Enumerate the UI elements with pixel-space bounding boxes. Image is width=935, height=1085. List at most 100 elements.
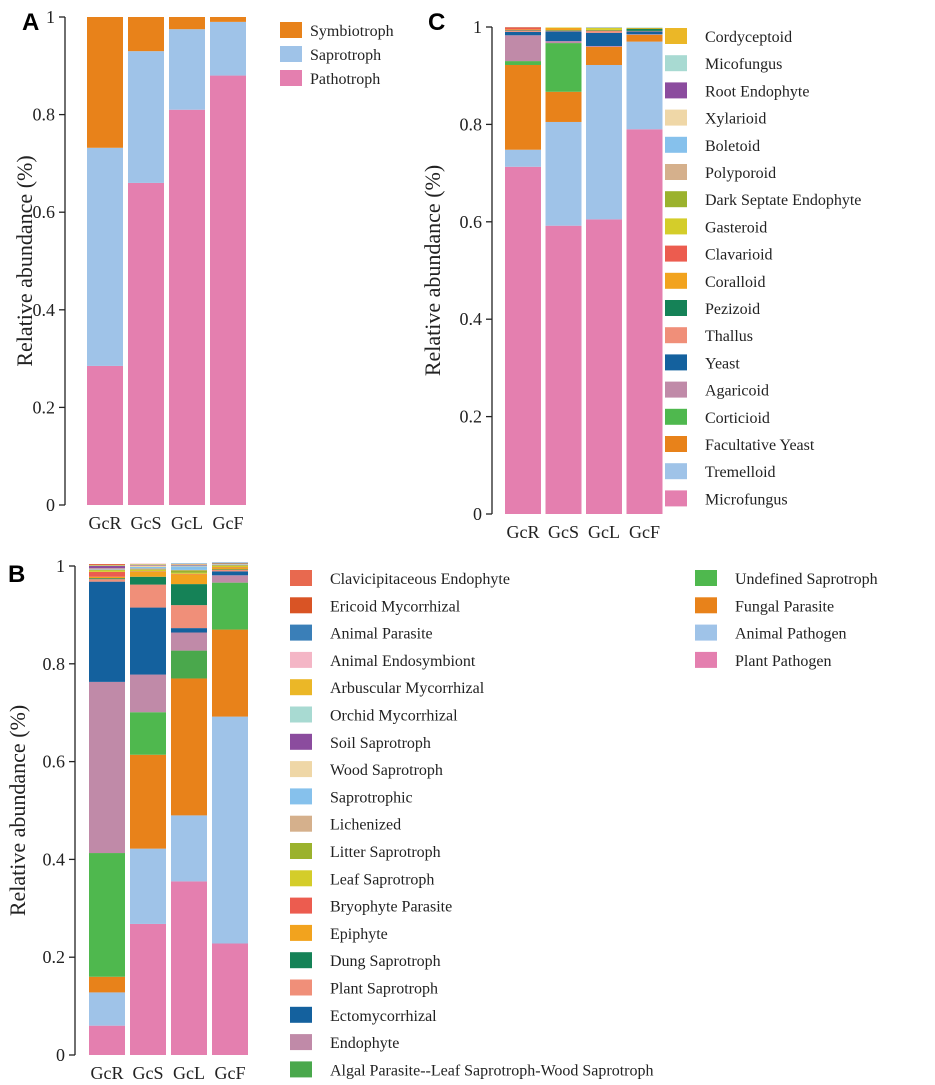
legend-label: Leaf Saprotroph [330,871,434,888]
legend-item: Dung Saprotroph [290,952,441,970]
bar-segment [169,29,205,110]
y-tick-label: 0.4 [460,309,483,329]
legend-swatch [290,1034,312,1051]
legend-item: Tremelloid [665,463,776,481]
legend-item: Litter Saprotroph [290,843,441,861]
legend-label: Fungal Parasite [735,598,834,615]
bar-segment [89,569,125,570]
legend-swatch [290,733,312,750]
bar-segment [505,64,541,150]
panel-label: C [428,9,445,36]
legend-label: Animal Parasite [330,626,433,643]
legend-swatch [280,70,302,86]
legend-swatch [665,82,687,99]
bar-segment [171,573,207,575]
y-tick-label: 0.2 [460,407,483,427]
legend-swatch [665,245,687,262]
bar-segment [626,27,663,29]
legend-item: Coralloid [665,272,765,291]
bar-segment [130,571,166,572]
bar-segment [210,21,246,76]
legend-swatch [290,979,312,996]
bar-segment [130,564,166,566]
legend-label: Clavarioid [705,247,773,264]
bar-segment [130,565,166,566]
bar-segment [626,34,663,35]
legend-label: Coralloid [705,274,765,291]
y-tick-label: 0 [46,495,55,515]
legend-label: Orchid Mycorrhizal [330,708,458,725]
legend-item: Xylarioid [665,109,766,128]
panel-label: A [22,9,39,36]
bar-segment [586,32,622,46]
bar-segment [171,564,207,565]
bar-segment [89,681,125,854]
legend-swatch [695,651,717,668]
bar-segment [212,562,248,564]
legend-item: Plant Pathogen [695,651,831,670]
legend-item: Plant Saprotroph [290,979,438,998]
y-tick-label: 0.6 [43,752,66,772]
bar-segment [505,29,541,31]
bar-segment [89,1025,125,1055]
legend-swatch [290,897,312,914]
bar-segment [89,581,125,682]
legend-swatch [290,952,312,969]
bar-segment [89,976,125,993]
bar-segment [212,582,248,630]
legend-swatch [665,408,687,425]
y-tick-label: 0.4 [33,300,56,320]
bar-segment [545,31,582,42]
legend-label: Undefined Saprotroph [735,571,878,588]
x-tick-label: GcS [548,522,579,542]
legend-swatch [665,55,687,72]
legend-item: Leaf Saprotroph [290,870,434,888]
legend-label: Tremelloid [705,464,776,481]
bar-segment [505,27,541,30]
bar-segment [128,51,164,183]
bar-segment [626,41,663,130]
legend-item: Clavicipitaceous Endophyte [290,570,510,588]
x-tick-label: GcF [215,1063,246,1083]
legend-label: Dark Septate Endophyte [705,192,861,209]
x-tick-label: GcL [171,513,203,533]
bar-segment [130,607,166,675]
x-tick-label: GcF [629,522,660,542]
bar-segment [89,992,125,1026]
y-tick-label: 0.4 [43,849,66,869]
legend-swatch [290,597,312,614]
panel-c: C 0 0.2 0.4 0.6 0.8 1 Relative abundance (%) GcR… [420,9,861,542]
legend-item: Facultative Yeast [665,436,815,454]
legend-swatch [290,570,312,586]
bar-segment [89,569,125,571]
bar-segment [210,17,246,22]
legend-label: Lichenized [330,817,401,834]
bar-segment [130,564,166,565]
legend-item: Cordyceptoid [665,28,792,46]
y-tick-label: 0 [56,1045,65,1065]
legend-item: Epiphyte [290,924,388,943]
x-tick-label: GcL [173,1063,205,1083]
legend-label: Symbiotroph [310,23,394,40]
x-tick-label: GcS [131,513,162,533]
legend-swatch [665,327,687,344]
legend-label: Ericoid Mycorrhizal [330,598,461,615]
bar-segment [171,563,207,565]
legend-label: Root Endophyte [705,83,809,100]
y-axis-label: Relative abundance (%) [5,705,30,916]
bar-segment [87,17,123,148]
bar-segment [89,578,125,580]
bar-segment [626,34,663,42]
bar-segment [128,182,164,506]
x-tick-label: GcF [213,513,244,533]
bar-segment [212,569,248,570]
bar-segment [545,225,582,515]
legend-swatch [695,597,717,614]
bar-segment [171,566,207,570]
legend-label: Algal Parasite--Leaf Saprotroph-Wood Sap… [330,1062,654,1079]
bar-segment [89,576,125,579]
legend-item: Boletoid [665,136,760,155]
legend-swatch [290,815,312,832]
bar-segment [505,166,541,515]
